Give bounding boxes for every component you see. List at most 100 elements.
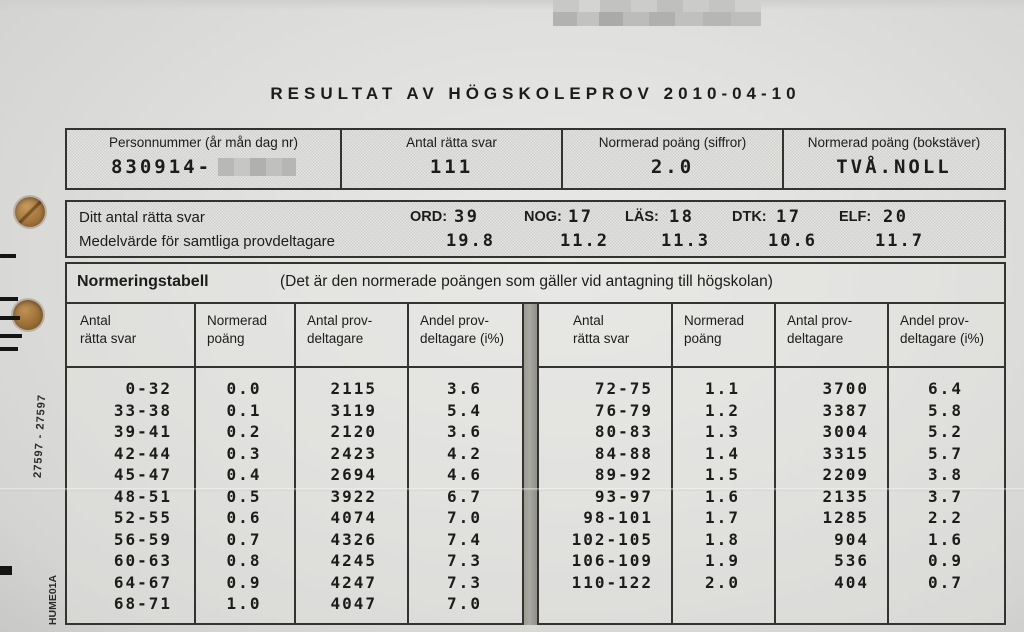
table-cell: 2.0 [705,572,740,592]
subject-code: ORD: [410,209,448,225]
table-cell: 1.1 [705,379,740,399]
table-cell: 89-92 [594,465,653,485]
subject-mean: 11.3 [661,231,710,251]
norm-table-title: Normeringstabell [77,273,209,290]
edge-tick-mark [0,297,18,301]
result-summary-box: Personnummer (år mån dag nr) 830914- Ant… [65,128,1006,190]
table-cell: 904 [834,529,869,549]
table-cell: 0.6 [226,508,262,528]
col-header-normerad-poang: Normerad poäng [194,304,294,366]
table-cell: 42-44 [113,443,172,463]
table-cell: 0-32 [125,379,172,399]
subject-dtk: DTK: 17 10.6 [732,202,882,256]
table-cell: 536 [834,551,869,571]
table-row: 93-97 1.6 2135 3.7 [539,486,1004,508]
subject-score: 18 [669,207,695,227]
col-header-line: Normerad [207,313,268,328]
col-header-normerad-poang: Normerad poäng [671,304,774,366]
mean-row-label: Medelvärde för samtliga provdeltagare [79,233,335,250]
table-row: 56-59 0.7 4326 7.4 [67,529,522,551]
table-cell: 4245 [330,551,377,571]
table-cell: 64-67 [113,572,172,592]
table-cell: 3.6 [447,379,482,399]
table-cell: 106-109 [571,551,653,571]
table-row: 64-67 0.9 4247 7.3 [67,572,522,594]
table-cell: 98-101 [583,508,653,528]
table-cell: 7.0 [447,594,482,614]
table-row: 52-55 0.6 4074 7.0 [67,507,522,529]
your-score-row-label: Ditt antal rätta svar [79,209,205,226]
table-row: 102-105 1.8 904 1.6 [539,529,1004,551]
subject-ord: ORD: 39 19.8 [410,202,560,256]
normerad-poang-bokstaver-label: Normerad poäng (bokstäver) [807,135,981,150]
redaction-mosaic-row [553,0,761,12]
edge-tick-mark [0,566,12,575]
table-row: 33-38 0.1 3119 5.4 [67,400,522,422]
col-header-line: Antal [80,313,111,328]
redaction-mosaic-row [553,12,761,26]
col-header-line: deltagare (i%) [900,331,985,347]
table-cell: 2209 [822,465,869,485]
paper-crease [0,488,1024,491]
norm-table-right-half: Antal rätta svar Normerad poäng Antal prov… [537,304,1004,625]
table-cell: 1.4 [705,443,740,463]
table-cell: 1285 [822,508,869,528]
normerad-poang-siffror-value: 2.0 [650,156,695,178]
table-cell: 0.9 [928,551,963,571]
table-cell: 52-55 [113,508,172,528]
table-body-left: 0-32 0.0 2115 3.6 33-38 0.1 3119 5.4 39-41 0.2 212… [67,368,522,625]
subject-code: LÄS: [625,209,659,225]
normerad-poang-bokstaver-cell: Normerad poäng (bokstäver) TVÅ.NOLL [782,130,1004,188]
table-cell: 45-47 [113,465,172,485]
subject-mean: 11.7 [875,231,924,251]
table-cell: 1.5 [705,465,740,485]
table-cell: 0.5 [226,486,262,506]
table-cell: 5.8 [928,400,963,420]
norm-table-title-row: Normeringstabell (Det är den normerade p… [67,264,1004,302]
table-cell: 4.2 [447,443,482,463]
table-cell: 2115 [330,379,377,399]
table-cell: 76-79 [594,400,653,420]
col-header-line: poäng [207,331,245,347]
table-cell: 0.7 [928,572,963,592]
table-header-row: Antal rätta svar Normerad poäng Antal prov… [67,304,522,368]
table-cell: 4.6 [447,465,482,485]
col-header-antal-ratta-svar: Antal rätta svar [67,304,194,366]
table-cell: 5.2 [928,422,963,442]
table-cell: 72-75 [594,379,653,399]
column-divider [407,304,409,625]
col-header-line: deltagare [787,331,844,347]
table-cell: 6.4 [928,379,963,399]
norm-table-area: Antal rätta svar Normerad poäng Antal prov… [67,302,1004,625]
table-cell: 4326 [330,529,377,549]
antal-ratta-svar-value: 111 [429,156,474,178]
edge-tick-mark [0,316,20,320]
table-row: 76-79 1.2 3387 5.8 [539,400,1004,422]
table-cell: 1.6 [705,486,740,506]
table-cell: 1.6 [928,529,963,549]
normerad-poang-siffror-cell: Normerad poäng (siffror) 2.0 [561,130,782,188]
table-cell: 68-71 [113,594,172,614]
table-cell: 93-97 [594,486,653,506]
col-header-line: Antal prov- [307,313,373,328]
table-cell: 2.2 [928,508,963,528]
table-cell: 1.2 [705,400,740,420]
table-cell: 7.3 [447,551,482,571]
table-row: 0-32 0.0 2115 3.6 [67,378,522,400]
table-cell: 1.7 [705,508,740,528]
personnummer-digits: 830914- [110,156,213,178]
col-header-line: Antal [573,313,604,328]
col-header-line: rätta svar [80,331,137,347]
subject-score: 20 [883,207,909,227]
table-cell: 48-51 [113,486,172,506]
col-header-antal-provdeltagare: Antal prov-deltagare [774,304,887,366]
table-row: 45-47 0.4 2694 4.6 [67,464,522,486]
subject-score: 39 [454,207,480,227]
table-divider-bar [522,304,537,625]
col-header-line: poäng [684,331,722,347]
subject-score: 17 [776,207,802,227]
edge-tick-mark [0,334,22,338]
table-cell: 0.3 [226,443,262,463]
col-header-line: rätta svar [573,331,630,347]
column-divider [194,304,196,625]
